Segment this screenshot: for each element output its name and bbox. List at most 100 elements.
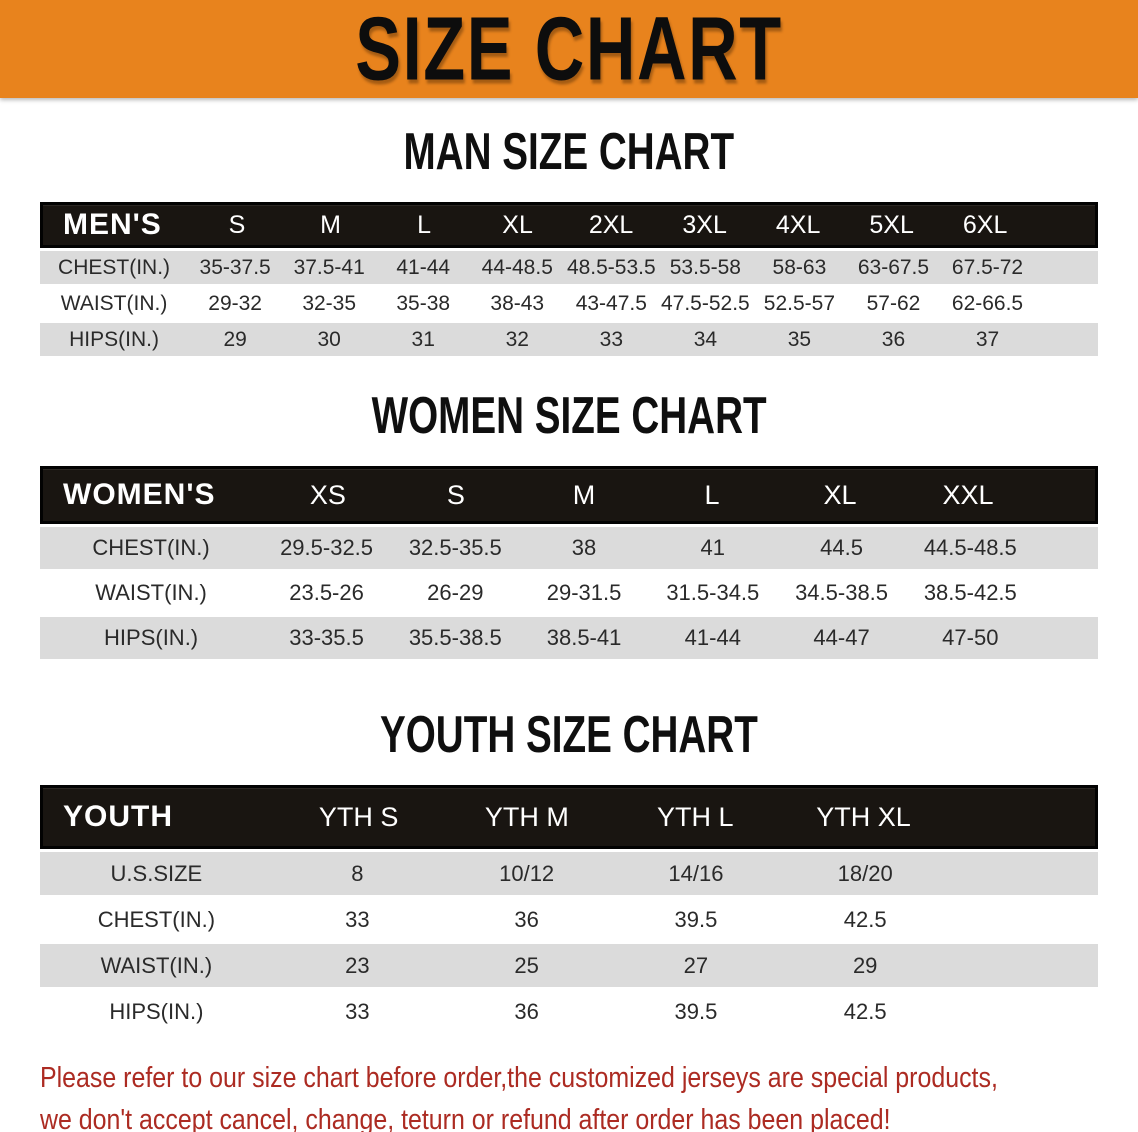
cell: 29.5-32.5 xyxy=(280,535,374,560)
cell: 32 xyxy=(505,327,529,351)
footer-disclaimer-line: Please refer to our size chart before or… xyxy=(40,1062,998,1094)
size-column-header: 4XL xyxy=(775,210,821,239)
row-label: WAIST(IN.) xyxy=(95,580,207,605)
cell: 27 xyxy=(683,952,709,978)
row-label: WAIST(IN.) xyxy=(100,952,213,978)
women-section-heading: WOMEN SIZE CHART xyxy=(0,385,1138,445)
size-column-header: 6XL xyxy=(962,210,1008,239)
size-column-header: 2XL xyxy=(588,210,634,239)
cell: 33 xyxy=(345,998,370,1024)
cell: 35 xyxy=(787,327,812,351)
cell: 38.5-41 xyxy=(546,625,622,650)
size-column-header: L xyxy=(417,210,431,239)
cell: 53.5-58 xyxy=(669,255,741,279)
footer-note: Please refer to our size chart before or… xyxy=(40,1057,1138,1132)
cell: 43-47.5 xyxy=(575,291,647,315)
cell: 30 xyxy=(317,327,341,351)
cell: 32-35 xyxy=(302,291,357,315)
cell: 10/12 xyxy=(499,860,555,886)
cell: 38-43 xyxy=(490,291,545,315)
cell: 32.5-35.5 xyxy=(408,535,502,560)
cell: 52.5-57 xyxy=(763,291,836,315)
size-column-header: XXL xyxy=(942,479,994,510)
cell: 36 xyxy=(514,906,539,932)
table-row: HIPS(IN.) 29 30 31 32 33 34 35 36 37 xyxy=(40,323,1098,356)
cell: 31 xyxy=(411,327,435,351)
cell: 33 xyxy=(345,906,370,932)
row-label: WAIST(IN.) xyxy=(60,291,168,315)
women-section: WOMEN SIZE CHART WOMEN'S XS S M L XL XXL CHEST(… xyxy=(0,385,1138,659)
cell: 31.5-34.5 xyxy=(666,580,760,605)
table-row: WAIST(IN.) 23 25 27 29 xyxy=(40,944,1098,987)
size-column-header: S xyxy=(446,479,465,510)
cell: 29-32 xyxy=(208,291,262,315)
footer-disclaimer-line: we don't accept cancel, change, teturn o… xyxy=(40,1104,891,1132)
size-column-header: YTH M xyxy=(484,801,569,832)
men-section: MAN SIZE CHART MEN'S S M L XL 2XL 3XL 4XL 5XL 6XL… xyxy=(0,121,1138,356)
cell: 18/20 xyxy=(837,860,893,886)
size-column-header: 5XL xyxy=(869,210,914,239)
cell: 48.5-53.5 xyxy=(566,255,656,279)
heading-text: WOMEN SIZE CHART xyxy=(371,385,767,445)
table-row: CHEST(IN.) 35-37.5 37.5-41 41-44 44-48.5 48.5… xyxy=(40,251,1098,284)
table-row: U.S.SIZE 8 10/12 14/16 18/20 xyxy=(40,852,1098,895)
cell: 44.5-48.5 xyxy=(923,535,1017,560)
row-label: CHEST(IN.) xyxy=(58,255,171,279)
row-label: HIPS(IN.) xyxy=(104,625,199,650)
table-header-row: YOUTH YTH S YTH M YTH L YTH XL xyxy=(40,785,1098,849)
youth-section-heading: YOUTH SIZE CHART xyxy=(0,705,1138,763)
cell: 62-66.5 xyxy=(951,291,1024,315)
cell: 35-37.5 xyxy=(199,255,271,279)
size-column-header: YTH XL xyxy=(816,801,911,832)
cell: 47-50 xyxy=(942,625,999,650)
size-column-header: 3XL xyxy=(682,210,727,239)
cell: 39.5 xyxy=(674,998,718,1024)
cell: 39.5 xyxy=(674,906,718,932)
table-row: HIPS(IN.) 33 36 39.5 42.5 xyxy=(40,990,1098,1033)
youth-section: YOUTH SIZE CHART YOUTH YTH S YTH M YTH L YTH… xyxy=(0,705,1138,1033)
table-row: CHEST(IN.) 29.5-32.5 32.5-35.5 38 41 44.5 44.5… xyxy=(40,527,1098,569)
cell: 25 xyxy=(514,952,539,978)
cell: 37.5-41 xyxy=(293,255,365,279)
cell: 14/16 xyxy=(668,860,724,886)
size-column-header: L xyxy=(704,479,720,510)
row-label: HIPS(IN.) xyxy=(69,327,159,351)
cell: 35-38 xyxy=(396,291,451,315)
cell: 29-31.5 xyxy=(546,580,622,605)
size-column-header: YTH L xyxy=(656,801,734,832)
cell: 29 xyxy=(223,327,247,351)
cell: 41-44 xyxy=(684,625,741,650)
table-row: WAIST(IN.) 29-32 32-35 35-38 38-43 43-47.5 47.… xyxy=(40,287,1098,320)
youth-size-table: YOUTH YTH S YTH M YTH L YTH XL U.S.SIZE 8 10/12… xyxy=(40,785,1098,1033)
heading-text: MAN SIZE CHART xyxy=(403,121,735,181)
cell: 44-47 xyxy=(813,625,870,650)
size-column-header: XL xyxy=(502,210,533,239)
cell: 29 xyxy=(852,952,878,978)
cell: 41-44 xyxy=(396,255,451,279)
cell: 42.5 xyxy=(843,998,887,1024)
table-header-label: WOMEN'S xyxy=(63,478,216,511)
cell: 8 xyxy=(351,860,364,886)
cell: 41 xyxy=(700,535,726,560)
row-label: CHEST(IN.) xyxy=(92,535,210,560)
page-title: SIZE CHART xyxy=(355,0,783,99)
cell: 36 xyxy=(881,327,906,351)
row-label: U.S.SIZE xyxy=(110,860,203,886)
cell: 38.5-42.5 xyxy=(923,580,1017,605)
size-column-header: S xyxy=(228,210,246,239)
cell: 23 xyxy=(345,952,370,978)
cell: 35.5-38.5 xyxy=(408,625,502,650)
cell: 34 xyxy=(693,327,718,351)
size-column-header: XS xyxy=(309,479,346,510)
cell: 26-29 xyxy=(427,580,484,605)
size-column-header: YTH S xyxy=(318,801,399,832)
table-header-row: WOMEN'S XS S M L XL XXL xyxy=(40,466,1098,524)
size-column-header: M xyxy=(320,210,341,239)
banner: SIZE CHART xyxy=(0,0,1138,99)
cell: 37 xyxy=(975,327,1000,351)
cell: 58-63 xyxy=(772,255,827,279)
cell: 33 xyxy=(599,327,623,351)
cell: 34.5-38.5 xyxy=(795,580,889,605)
men-section-heading: MAN SIZE CHART xyxy=(0,121,1138,181)
row-label: HIPS(IN.) xyxy=(109,998,204,1024)
